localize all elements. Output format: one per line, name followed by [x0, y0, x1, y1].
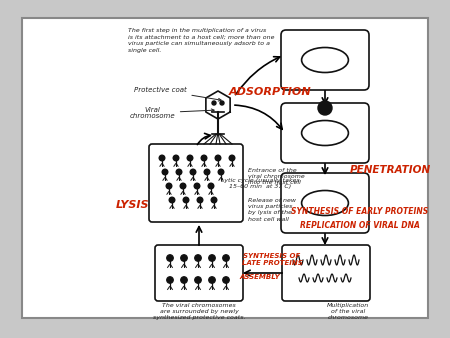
Ellipse shape — [302, 191, 348, 216]
Circle shape — [180, 183, 186, 189]
Circle shape — [194, 183, 200, 189]
FancyBboxPatch shape — [281, 103, 369, 163]
Circle shape — [197, 197, 203, 203]
Circle shape — [166, 183, 172, 189]
Circle shape — [176, 169, 182, 175]
Circle shape — [181, 255, 187, 261]
FancyBboxPatch shape — [282, 245, 370, 301]
Text: ADSORPTION: ADSORPTION — [229, 87, 311, 97]
Circle shape — [190, 169, 196, 175]
Circle shape — [223, 255, 229, 261]
Circle shape — [204, 169, 210, 175]
Text: Entrance of the
viral chromosome
into the host cell: Entrance of the viral chromosome into th… — [248, 168, 305, 186]
Circle shape — [162, 169, 168, 175]
FancyBboxPatch shape — [281, 173, 369, 233]
Text: LYSIS: LYSIS — [116, 200, 150, 210]
Circle shape — [187, 155, 193, 161]
Circle shape — [167, 255, 173, 261]
FancyBboxPatch shape — [149, 144, 243, 222]
Circle shape — [211, 197, 217, 203]
Circle shape — [318, 101, 332, 115]
Circle shape — [195, 277, 201, 283]
Text: SYNTHESIS OF EARLY PROTEINS: SYNTHESIS OF EARLY PROTEINS — [292, 208, 428, 217]
Text: Viral
chromosome: Viral chromosome — [129, 106, 214, 120]
Polygon shape — [206, 91, 230, 119]
FancyBboxPatch shape — [155, 245, 243, 301]
Circle shape — [169, 197, 175, 203]
Circle shape — [195, 255, 201, 261]
Text: Multiplication
of the viral
chromosome: Multiplication of the viral chromosome — [327, 303, 369, 320]
Text: The viral chromosomes
are surrounded by newly
synthesized protective coats.: The viral chromosomes are surrounded by … — [153, 303, 245, 320]
Text: PENETRATION: PENETRATION — [350, 165, 431, 175]
Text: SYNTHESIS OF
LATE PROTEINS: SYNTHESIS OF LATE PROTEINS — [242, 253, 302, 266]
Circle shape — [208, 183, 214, 189]
Circle shape — [212, 101, 216, 105]
Text: The first step in the multiplication of a virus
is its attachment to a host cell: The first step in the multiplication of … — [128, 28, 274, 53]
Text: Protective coat: Protective coat — [134, 87, 221, 101]
Circle shape — [215, 155, 221, 161]
Circle shape — [159, 155, 165, 161]
FancyBboxPatch shape — [281, 30, 369, 90]
FancyBboxPatch shape — [22, 18, 428, 318]
Text: ASSEMBLY: ASSEMBLY — [239, 274, 280, 280]
Circle shape — [209, 255, 215, 261]
Ellipse shape — [302, 48, 348, 72]
Circle shape — [167, 277, 173, 283]
Circle shape — [220, 101, 224, 105]
Text: Lytic cycle (usually takes
15–60 min  at 37 C): Lytic cycle (usually takes 15–60 min at … — [220, 178, 299, 189]
Circle shape — [183, 197, 189, 203]
Circle shape — [218, 169, 224, 175]
Circle shape — [173, 155, 179, 161]
Circle shape — [181, 277, 187, 283]
Circle shape — [223, 277, 229, 283]
Circle shape — [209, 277, 215, 283]
Text: Release of new
virus particles
by lysis of the
host cell wall: Release of new virus particles by lysis … — [248, 198, 296, 222]
Circle shape — [201, 155, 207, 161]
Ellipse shape — [302, 121, 348, 145]
Text: REPLICATION OF VIRAL DNA: REPLICATION OF VIRAL DNA — [300, 220, 420, 230]
Circle shape — [229, 155, 235, 161]
